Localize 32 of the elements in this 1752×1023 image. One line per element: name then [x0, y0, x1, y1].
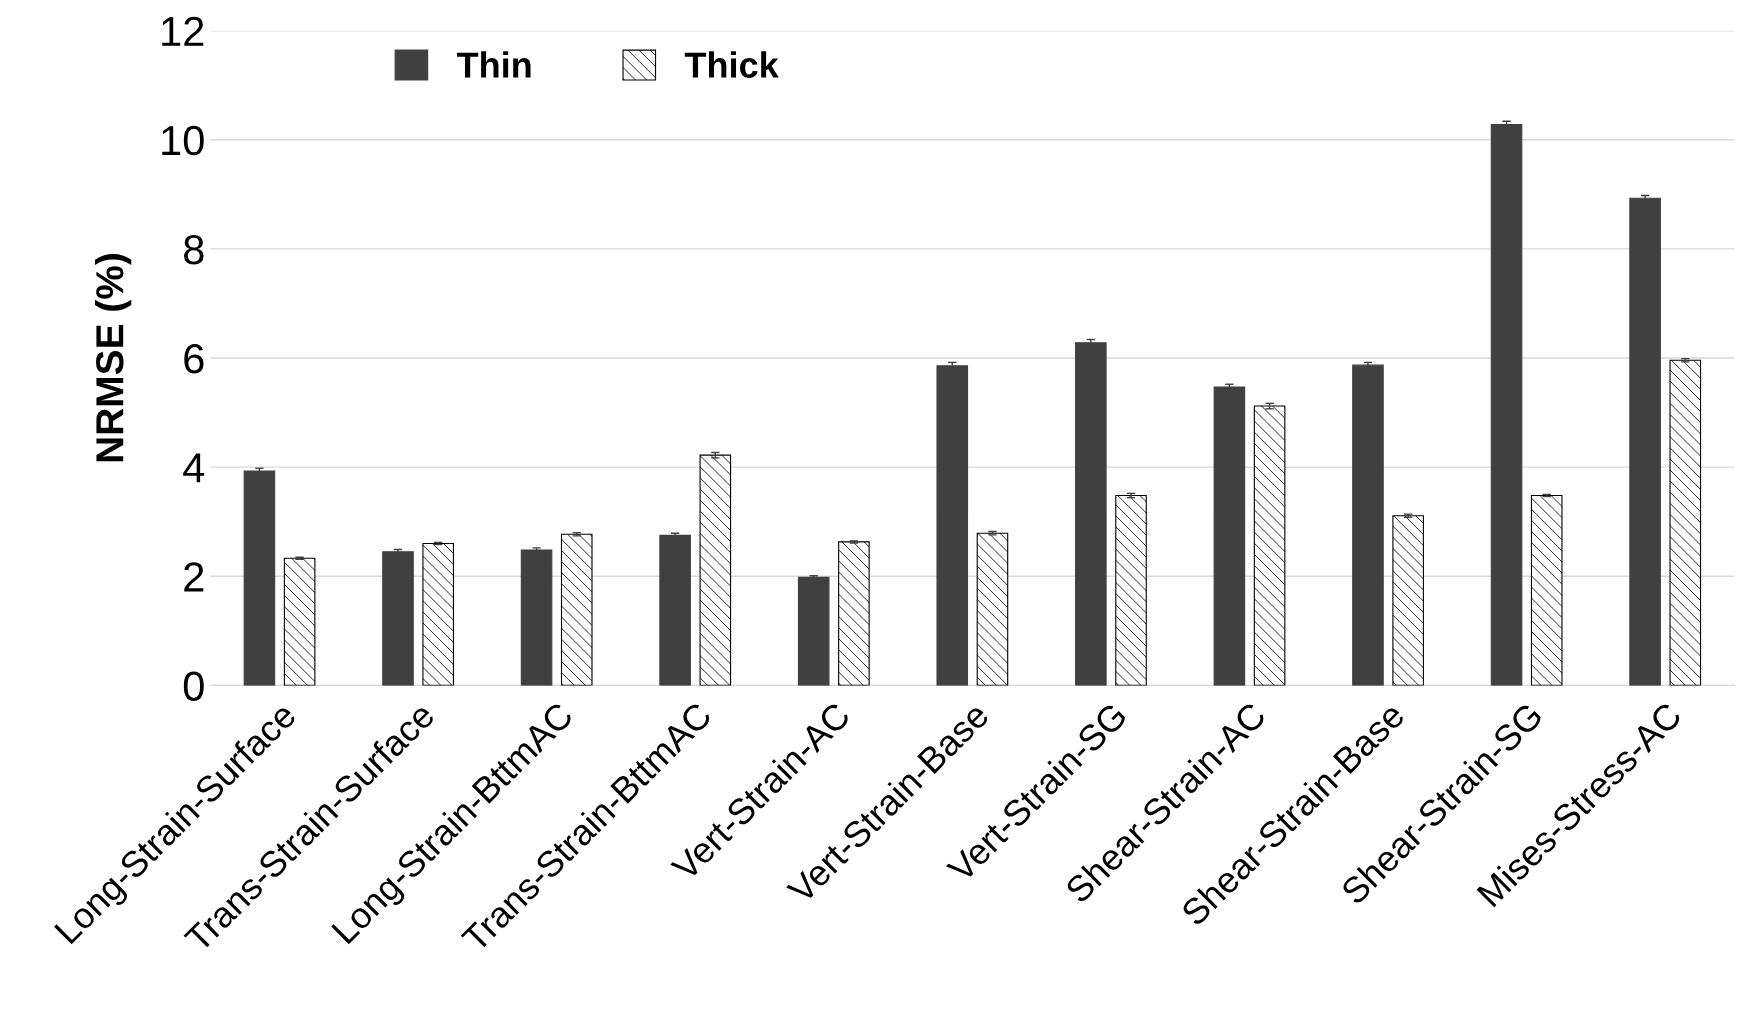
y-tick-label: 6 — [184, 344, 204, 374]
bar — [1213, 386, 1246, 686]
bar — [283, 557, 316, 686]
bar — [520, 549, 553, 686]
bar — [382, 551, 414, 686]
bar — [1115, 494, 1147, 686]
bar — [1629, 197, 1661, 686]
bar — [659, 534, 691, 686]
legend-label: Thin — [456, 51, 531, 78]
y-axis-title: NRMSE (%) — [95, 254, 132, 462]
bar — [422, 542, 454, 686]
y-tick-label: 12 — [162, 16, 204, 46]
bar — [1530, 494, 1563, 686]
bar — [1253, 405, 1286, 686]
bar — [1352, 364, 1384, 686]
bar — [243, 470, 276, 686]
y-tick-label: 8 — [184, 234, 204, 265]
bar — [838, 541, 870, 686]
bar — [797, 576, 830, 686]
y-tick-label: 4 — [183, 453, 205, 483]
y-tick-label: 0 — [183, 671, 204, 701]
bar — [1392, 515, 1424, 686]
bar — [1669, 359, 1702, 686]
bar — [560, 533, 593, 686]
bar — [976, 532, 1009, 686]
bar — [699, 454, 732, 686]
bar — [1075, 342, 1107, 686]
legend-label: Thick — [684, 51, 779, 78]
bar — [936, 365, 969, 686]
bar — [1490, 123, 1523, 686]
y-tick-label: 10 — [162, 125, 204, 156]
y-tick-label: 2 — [184, 562, 204, 592]
